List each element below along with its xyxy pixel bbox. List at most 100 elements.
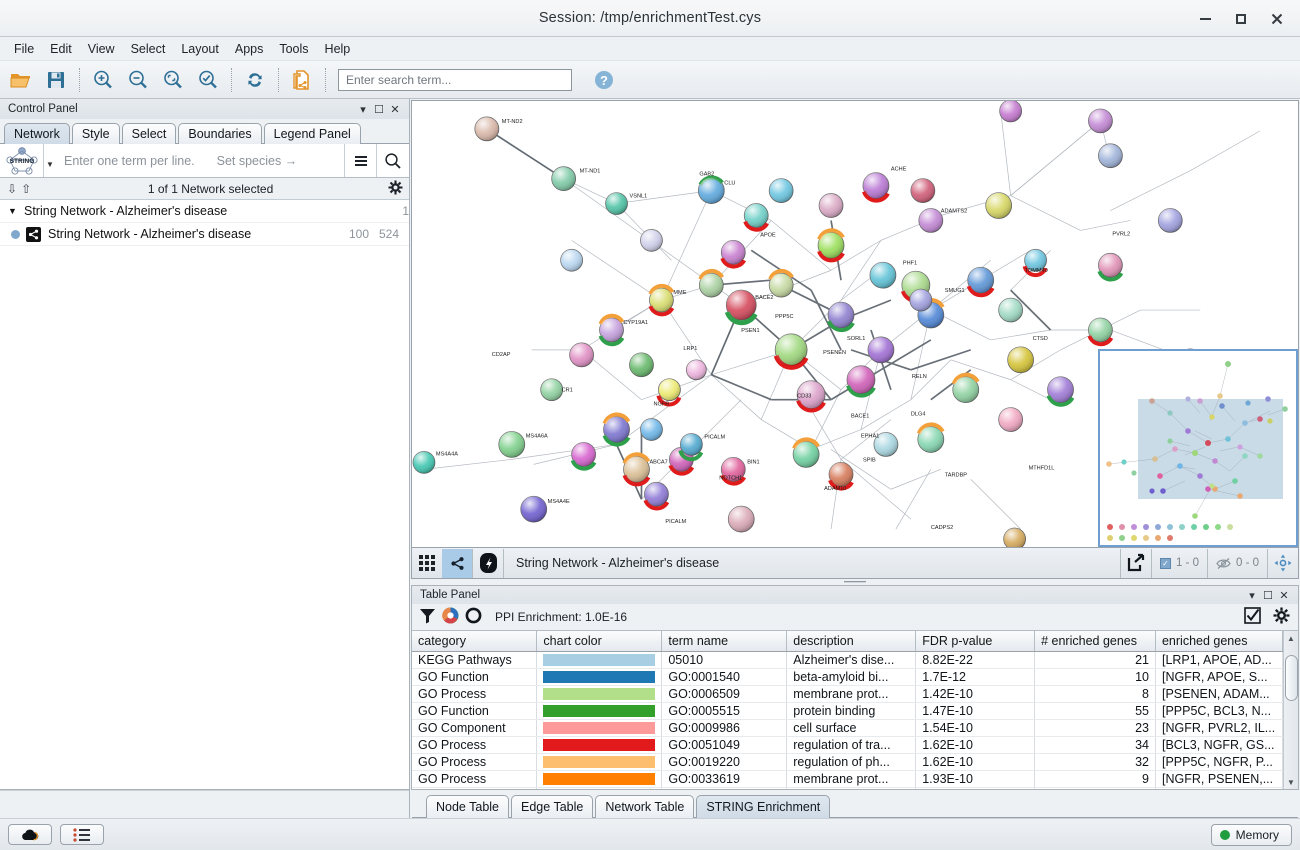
table-settings-button[interactable] — [1273, 607, 1290, 627]
select-all-button[interactable] — [1244, 607, 1261, 627]
string-set-species-link[interactable]: Set species → — [216, 153, 298, 168]
network-tree-root-row[interactable]: ▼ String Network - Alzheimer's disease 1 — [0, 200, 409, 223]
tab-style[interactable]: Style — [71, 123, 120, 144]
menu-layout[interactable]: Layout — [181, 41, 219, 56]
menu-select[interactable]: Select — [130, 41, 166, 56]
export-network-button[interactable] — [285, 64, 319, 96]
save-button[interactable] — [39, 64, 73, 96]
string-search-button[interactable] — [377, 144, 409, 177]
table-row[interactable]: KEGG Pathways 05010 Alzheimer's dise... 8.8… — [412, 651, 1284, 669]
table-row[interactable]: GO Component GO:0009986 cell surface 1.54E-… — [412, 719, 1284, 737]
selected-count-box[interactable]: ✓ 1 - 0 — [1152, 557, 1207, 569]
filter-button[interactable] — [418, 606, 437, 628]
refresh-button[interactable] — [238, 64, 272, 96]
menu-edit[interactable]: Edit — [50, 41, 72, 56]
table-row[interactable]: GO Process GO:0019220 regulation of ph... 1… — [412, 753, 1284, 771]
chevron-down-icon[interactable]: ▼ — [8, 206, 17, 216]
zoom-selected-button[interactable] — [191, 64, 225, 96]
close-button[interactable] — [1260, 5, 1294, 33]
table-row[interactable]: GO Process GO:0051049 regulation of tra...… — [412, 736, 1284, 754]
maximize-button[interactable] — [1224, 5, 1258, 33]
svg-text:EPHA1: EPHA1 — [861, 433, 879, 439]
donut-chart-button[interactable] — [464, 606, 483, 628]
export-image-button[interactable] — [1121, 549, 1151, 578]
string-query-input[interactable]: Enter one term per line. Set species → — [56, 144, 345, 177]
cell-n_genes: 8 — [1034, 685, 1156, 703]
task-list-button[interactable] — [60, 824, 104, 845]
column-header-n-genes[interactable]: # enriched genes — [1034, 631, 1156, 652]
network-nodes[interactable] — [412, 101, 1202, 547]
menu-view[interactable]: View — [87, 41, 115, 56]
network-graph[interactable]: MT-ND2 MT-ND1 VSNL1 CLU MME CYP19A1 MS4A… — [412, 101, 1298, 547]
menu-file[interactable]: File — [14, 41, 35, 56]
table-row[interactable]: GO Process GO:0006509 membrane prot... 1.42… — [412, 685, 1284, 703]
table-panel-close-button[interactable]: ✕ — [1279, 589, 1289, 602]
cell-fdr: 1.47E-10 — [915, 702, 1036, 720]
column-header-genes[interactable]: enriched genes — [1155, 631, 1284, 652]
tab-edge-table[interactable]: Edge Table — [511, 795, 594, 818]
column-header-chart-color[interactable]: chart color — [536, 631, 663, 652]
cell-description: regulation of tra... — [786, 736, 917, 754]
network-tree-item-string-network[interactable]: String Network - Alzheimer's disease 100… — [0, 223, 409, 246]
toolbar-separator-4 — [325, 67, 326, 92]
scrollbar-thumb[interactable] — [1284, 655, 1298, 702]
search-box[interactable] — [338, 68, 572, 91]
minimize-button[interactable] — [1188, 5, 1222, 33]
menu-apps[interactable]: Apps — [234, 41, 264, 56]
search-input[interactable] — [344, 71, 566, 88]
hidden-count-box[interactable]: 0 - 0 — [1208, 557, 1267, 570]
zoom-out-button[interactable] — [121, 64, 155, 96]
string-view-button[interactable] — [442, 548, 472, 578]
network-settings-button[interactable] — [388, 180, 403, 198]
table-row[interactable]: GO Process GO:0050435beta-amyloid m...2.0… — [412, 787, 1284, 790]
string-logo[interactable]: STRING — [0, 144, 44, 177]
list-icon — [73, 827, 90, 842]
tab-network-table[interactable]: Network Table — [595, 795, 695, 818]
table-row[interactable]: GO Process GO:0033619 membrane prot... 1.93… — [412, 770, 1284, 788]
annotation-button[interactable] — [473, 549, 503, 578]
tab-node-table[interactable]: Node Table — [426, 795, 510, 818]
control-panel-dropdown-button[interactable]: ▾ — [360, 103, 366, 116]
zoom-fit-button[interactable] — [156, 64, 190, 96]
menu-tools[interactable]: Tools — [279, 41, 309, 56]
column-header-category[interactable]: category — [412, 631, 538, 652]
network-navigator-overview[interactable] — [1098, 349, 1298, 547]
table-row[interactable]: GO Function GO:0005515 protein binding 1.47… — [412, 702, 1284, 720]
column-header-description[interactable]: description — [786, 631, 917, 652]
chart-color-button[interactable] — [441, 606, 460, 628]
string-species-dropdown-arrow[interactable]: ▼ — [46, 160, 54, 169]
table-panel: Table Panel ▾ ☐ ✕ — [411, 585, 1299, 818]
menu-help[interactable]: Help — [324, 41, 351, 56]
split-pane-grip[interactable] — [410, 579, 1300, 586]
control-panel: Control Panel ▾ ☐ ✕ Network Style Select… — [0, 99, 410, 818]
open-folder-button[interactable] — [4, 64, 38, 96]
column-header-term-name[interactable]: term name — [661, 631, 788, 652]
table-panel-float-button[interactable]: ☐ — [1263, 589, 1273, 602]
cloud-status-button[interactable] — [8, 824, 52, 845]
enrichment-table-wrapper[interactable]: category chart color term name descripti… — [411, 631, 1299, 790]
tab-legend-panel[interactable]: Legend Panel — [263, 123, 361, 144]
enrichment-table: category chart color term name descripti… — [412, 631, 1284, 790]
network-view-canvas[interactable]: MT-ND2 MT-ND1 VSNL1 CLU MME CYP19A1 MS4A… — [411, 100, 1299, 548]
zoom-in-button[interactable] — [86, 64, 120, 96]
cell-category: GO Process — [412, 753, 538, 771]
string-options-button[interactable] — [345, 144, 377, 177]
tab-string-enrichment[interactable]: STRING Enrichment — [696, 795, 831, 818]
tab-select[interactable]: Select — [121, 123, 177, 144]
table-panel-dropdown-button[interactable]: ▾ — [1249, 589, 1255, 602]
navigator-toggle-button[interactable] — [1268, 549, 1298, 578]
column-header-fdr[interactable]: FDR p-value — [915, 631, 1036, 652]
table-row[interactable]: GO Function GO:0001540 beta-amyloid bi... 1… — [412, 668, 1284, 686]
control-panel-close-button[interactable]: ✕ — [390, 103, 400, 116]
scroll-down-arrow-icon[interactable]: ▼ — [1287, 777, 1295, 787]
control-panel-float-button[interactable]: ☐ — [374, 103, 384, 116]
table-vertical-scrollbar[interactable]: ▲ ▼ — [1283, 631, 1298, 789]
collapse-all-button[interactable]: ⇩ — [7, 181, 18, 196]
grid-layout-button[interactable] — [412, 549, 442, 578]
scroll-up-arrow-icon[interactable]: ▲ — [1287, 633, 1295, 643]
expand-all-button[interactable]: ⇧ — [21, 181, 32, 196]
tab-network[interactable]: Network — [4, 123, 70, 144]
tab-boundaries[interactable]: Boundaries — [178, 123, 262, 144]
memory-status-button[interactable]: Memory — [1210, 823, 1292, 846]
help-button[interactable]: ? — [587, 64, 621, 96]
